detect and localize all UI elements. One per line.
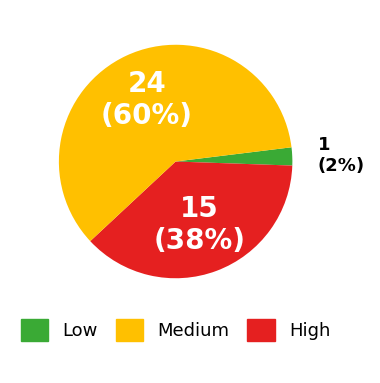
- Text: 24
(60%): 24 (60%): [101, 70, 193, 130]
- Wedge shape: [90, 162, 292, 278]
- Wedge shape: [59, 45, 291, 241]
- Text: 1
(2%): 1 (2%): [318, 136, 365, 175]
- Text: 15
(38%): 15 (38%): [154, 195, 245, 255]
- Wedge shape: [176, 147, 292, 165]
- Legend: Low, Medium, High: Low, Medium, High: [14, 311, 337, 348]
